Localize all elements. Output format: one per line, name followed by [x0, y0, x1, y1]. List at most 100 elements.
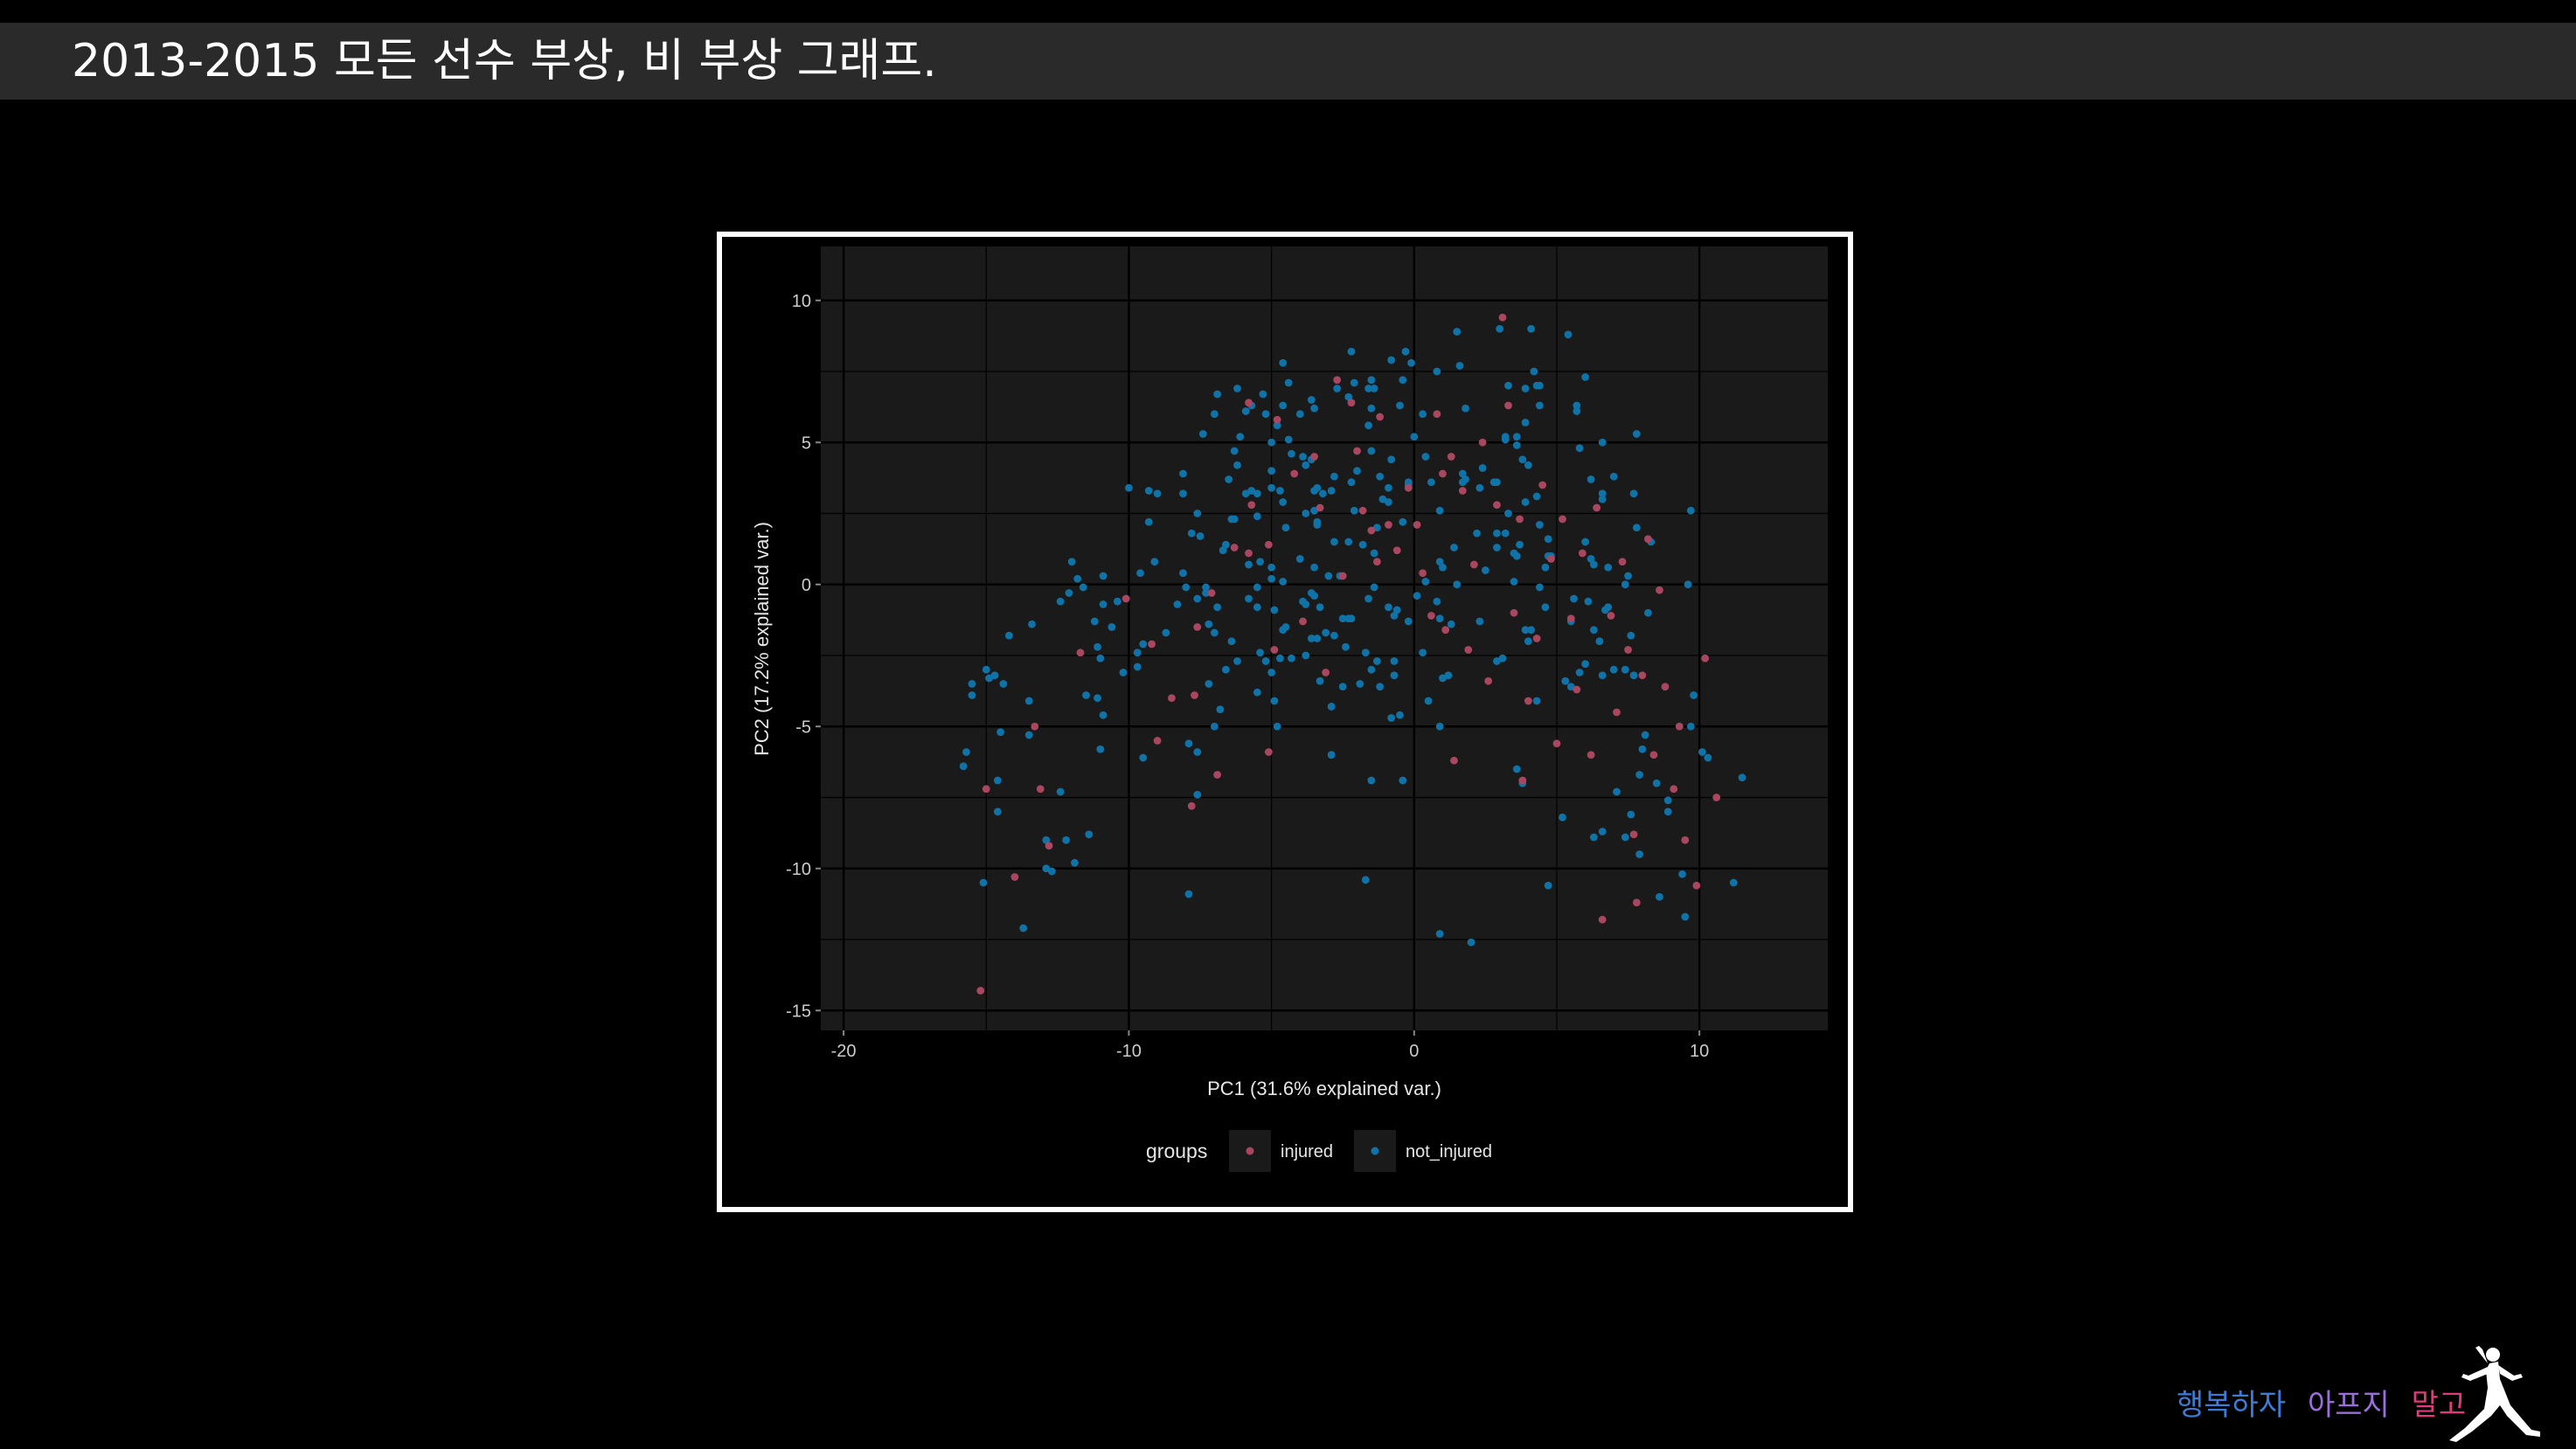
data-point-injured: [1076, 648, 1085, 657]
data-point-not-injured: [1047, 867, 1056, 876]
y-tick-label: 5: [802, 433, 811, 453]
slide-title: 2013-2015 모든 선수 부상, 비 부상 그래프.: [72, 35, 937, 87]
data-point-not-injured: [1453, 580, 1462, 589]
data-point-not-injured: [1288, 654, 1295, 662]
data-point-injured: [1413, 521, 1421, 529]
data-point-not-injured: [1524, 637, 1532, 646]
data-point-not-injured: [1512, 433, 1521, 441]
data-point-not-injured: [1435, 558, 1444, 566]
data-point-not-injured: [1139, 640, 1148, 648]
data-point-not-injured: [1288, 449, 1295, 458]
data-point-injured: [1701, 654, 1710, 662]
x-tick-label: -10: [1116, 1042, 1142, 1061]
data-point-not-injured: [1193, 594, 1202, 603]
data-point-not-injured: [1521, 626, 1530, 634]
data-point-not-injured: [1399, 517, 1407, 526]
data-point-not-injured: [1561, 676, 1570, 685]
data-point-not-injured: [1302, 461, 1310, 469]
data-point-not-injured: [1356, 680, 1364, 688]
data-point-injured: [1358, 506, 1367, 515]
data-point-not-injured: [1276, 654, 1284, 662]
data-point-injured: [1598, 915, 1607, 924]
data-point-not-injured: [1455, 362, 1464, 370]
data-point-not-injured: [1295, 410, 1304, 419]
data-point-not-injured: [1133, 662, 1142, 671]
data-point-not-injured: [1621, 665, 1629, 674]
data-point-not-injured: [1376, 472, 1385, 481]
data-point-not-injured: [1307, 589, 1316, 597]
data-point-not-injured: [1521, 419, 1530, 426]
data-point-not-injured: [1595, 637, 1604, 646]
data-point-not-injured: [1399, 776, 1407, 785]
data-point-not-injured: [1094, 694, 1101, 703]
data-point-not-injured: [1372, 523, 1381, 532]
data-point-not-injured: [1182, 583, 1191, 592]
data-point-injured: [1441, 626, 1450, 634]
data-point-not-injured: [1390, 671, 1399, 680]
data-point-not-injured: [1613, 787, 1621, 796]
data-point-not-injured: [985, 674, 993, 683]
data-point-not-injured: [1322, 628, 1330, 637]
data-point-not-injured: [962, 748, 970, 756]
data-point-not-injured: [1330, 537, 1338, 546]
data-point-not-injured: [1681, 912, 1690, 921]
data-point-not-injured: [1392, 606, 1401, 614]
data-point-not-injured: [1358, 540, 1367, 549]
data-point-not-injured: [1213, 603, 1222, 612]
data-point-injured: [1607, 612, 1615, 620]
data-point-not-injured: [1099, 711, 1107, 719]
data-point-not-injured: [1222, 665, 1230, 674]
data-point-not-injured: [1350, 506, 1358, 515]
data-point-injured: [1516, 515, 1524, 523]
data-point-not-injured: [1279, 578, 1288, 586]
data-point-not-injured: [1342, 642, 1350, 651]
data-point-not-injured: [1521, 385, 1530, 392]
data-point-not-injured: [1475, 617, 1484, 626]
data-point-not-injured: [1184, 890, 1193, 898]
jumpman-silhouette-icon: [2449, 1346, 2540, 1442]
data-point-not-injured: [1071, 858, 1079, 867]
data-point-not-injured: [1299, 453, 1307, 461]
data-point-not-injured: [1564, 330, 1573, 339]
data-point-not-injured: [1535, 583, 1544, 592]
data-point-not-injured: [1493, 657, 1501, 665]
data-point-not-injured: [1453, 328, 1462, 336]
data-point-injured: [1245, 399, 1253, 407]
data-point-not-injured: [1435, 614, 1444, 623]
data-point-not-injured: [1267, 438, 1276, 447]
data-point-not-injured: [1227, 515, 1236, 523]
y-axis-title: PC2 (17.2% explained var.): [751, 522, 773, 756]
data-point-not-injured: [1219, 546, 1227, 555]
data-point-not-injured: [1433, 367, 1441, 376]
data-point-injured: [1316, 503, 1324, 512]
data-point-not-injured: [1385, 483, 1392, 492]
data-point-injured: [1692, 881, 1701, 890]
data-point-not-injured: [1302, 651, 1310, 660]
data-point-not-injured: [1333, 385, 1342, 392]
data-point-not-injured: [1042, 835, 1051, 844]
data-point-not-injured: [1310, 563, 1318, 572]
data-point-not-injured: [1184, 739, 1193, 748]
data-point-not-injured: [1532, 697, 1541, 705]
data-point-injured: [1372, 558, 1381, 566]
data-point-not-injured: [1153, 489, 1162, 498]
data-point-not-injured: [1327, 751, 1336, 759]
data-point-not-injured: [1629, 489, 1638, 498]
data-point-injured: [1559, 515, 1566, 523]
data-point-not-injured: [1663, 796, 1672, 805]
data-point-not-injured: [1444, 671, 1453, 680]
data-point-not-injured: [1367, 776, 1376, 785]
data-point-not-injured: [1367, 665, 1376, 674]
data-point-injured: [1419, 569, 1427, 578]
data-point-injured: [1624, 646, 1632, 654]
data-point-injured: [1498, 313, 1507, 322]
data-point-not-injured: [1347, 614, 1356, 623]
data-point-not-injured: [1173, 600, 1182, 608]
data-point-not-injured: [1227, 637, 1236, 646]
data-point-not-injured: [1082, 691, 1090, 699]
data-point-not-injured: [1107, 623, 1116, 631]
data-point-injured: [1273, 415, 1281, 424]
data-point-not-injured: [1496, 324, 1504, 333]
data-point-not-injured: [1062, 835, 1071, 844]
x-tick-label: 10: [1690, 1042, 1709, 1061]
